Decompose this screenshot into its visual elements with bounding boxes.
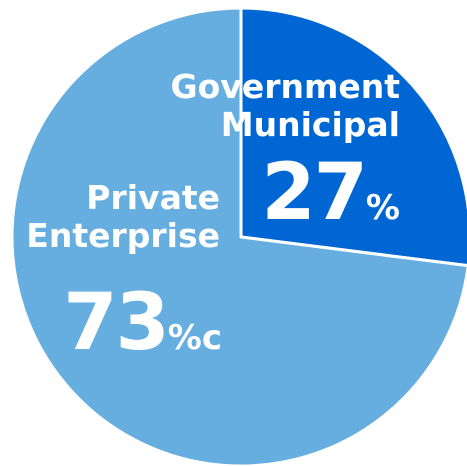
slice-value: 73%c: [63, 278, 222, 368]
slice-label: Private Enterprise: [26, 178, 220, 255]
slice-label: Government Municipal: [170, 67, 400, 144]
pie-slice: [239, 6, 467, 268]
value-unit: %: [365, 188, 400, 228]
slice-value: 27%: [261, 148, 400, 238]
pie-slice: [10, 6, 467, 466]
value-number: 73: [63, 278, 170, 368]
value-number: 27: [261, 148, 368, 238]
value-unit: %c: [167, 318, 222, 358]
